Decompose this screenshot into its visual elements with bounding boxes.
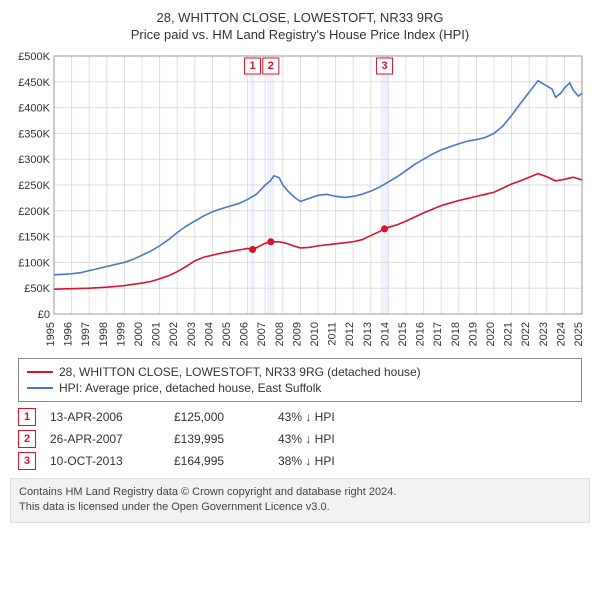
x-tick-label: 1997 [80,322,92,346]
sale-marker-chip-label: 2 [268,60,274,72]
x-tick-label: 2009 [291,322,303,346]
price-chart: £0 £50K £100K £150K £200K £250K £300K £350K £400… [10,50,590,350]
x-tick-label: 2014 [379,322,391,346]
legend-label: HPI: Average price, detached house, East… [59,381,321,395]
x-tick-label: 1999 [115,322,127,346]
x-tick-label: 2015 [397,322,409,346]
legend: 28, WHITTON CLOSE, LOWESTOFT, NR33 9RG (… [18,358,582,402]
sale-delta: 38% ↓ HPI [278,454,335,468]
sale-row: 1 13-APR-2006 £125,000 43% ↓ HPI [18,408,582,426]
x-tick-label: 2006 [239,322,251,346]
y-tick-label: £100K [18,257,50,269]
x-tick-label: 2012 [344,322,356,346]
y-tick-label: £250K [18,180,50,192]
legend-row: HPI: Average price, detached house, East… [27,381,573,395]
legend-label: 28, WHITTON CLOSE, LOWESTOFT, NR33 9RG (… [59,365,421,379]
sale-date: 13-APR-2006 [50,410,160,424]
sale-price: £164,995 [174,454,264,468]
y-tick-label: £450K [18,77,50,89]
y-tick-label: £0 [38,309,50,321]
y-tick-label: £350K [18,128,50,140]
sale-delta: 43% ↓ HPI [278,432,335,446]
x-tick-label: 2008 [274,322,286,346]
sale-marker-dot [267,238,274,245]
sale-date: 26-APR-2007 [50,432,160,446]
x-tick-label: 1995 [45,322,57,346]
footnote-line1: Contains HM Land Registry data © Crown c… [19,485,581,500]
sale-row: 2 26-APR-2007 £139,995 43% ↓ HPI [18,430,582,448]
sale-row: 3 10-OCT-2013 £164,995 38% ↓ HPI [18,452,582,470]
legend-swatch [27,371,53,373]
x-tick-label: 2011 [327,322,339,346]
x-tick-label: 2010 [309,322,321,346]
x-tick-label: 2023 [538,322,550,346]
footnote: Contains HM Land Registry data © Crown c… [10,478,590,523]
sale-marker-chip-label: 3 [381,60,387,72]
x-tick-label: 2019 [467,322,479,346]
y-tick-label: £200K [18,206,50,218]
x-tick-label: 2025 [573,322,585,346]
x-tick-label: 2021 [503,322,515,346]
x-tick-label: 2001 [151,322,163,346]
sale-price: £139,995 [174,432,264,446]
x-tick-label: 2016 [415,322,427,346]
y-tick-label: £150K [18,232,50,244]
y-tick-label: £500K [18,51,50,63]
x-tick-label: 2013 [362,322,374,346]
x-tick-label: 2017 [432,322,444,346]
x-tick-label: 1996 [63,322,75,346]
sale-price: £125,000 [174,410,264,424]
x-tick-label: 2000 [133,322,145,346]
y-tick-label: £50K [24,283,50,295]
page-subtitle: Price paid vs. HM Land Registry's House … [10,27,590,42]
sale-chip: 2 [18,430,36,448]
sale-date: 10-OCT-2013 [50,454,160,468]
sales-list: 1 13-APR-2006 £125,000 43% ↓ HPI 2 26-APR-200… [18,408,582,470]
sale-delta: 43% ↓ HPI [278,410,335,424]
x-tick-label: 2004 [203,322,215,346]
sale-marker-dot [249,246,256,253]
x-tick-label: 2018 [450,322,462,346]
x-tick-label: 2007 [256,322,268,346]
legend-row: 28, WHITTON CLOSE, LOWESTOFT, NR33 9RG (… [27,365,573,379]
page-title: 28, WHITTON CLOSE, LOWESTOFT, NR33 9RG [10,10,590,25]
chart-container: £0 £50K £100K £150K £200K £250K £300K £350K £400… [10,50,590,350]
sale-chip: 3 [18,452,36,470]
x-tick-label: 2020 [485,322,497,346]
x-tick-label: 2003 [186,322,198,346]
x-tick-label: 1998 [98,322,110,346]
x-tick-label: 2005 [221,322,233,346]
legend-swatch [27,387,53,389]
footnote-line2: This data is licensed under the Open Gov… [19,500,581,515]
sale-chip: 1 [18,408,36,426]
x-tick-label: 2024 [555,322,567,346]
y-tick-label: £400K [18,103,50,115]
sale-marker-chip-label: 1 [249,60,255,72]
x-tick-label: 2002 [168,322,180,346]
y-tick-label: £300K [18,154,50,166]
sale-marker-dot [381,225,388,232]
x-tick-label: 2022 [520,322,532,346]
